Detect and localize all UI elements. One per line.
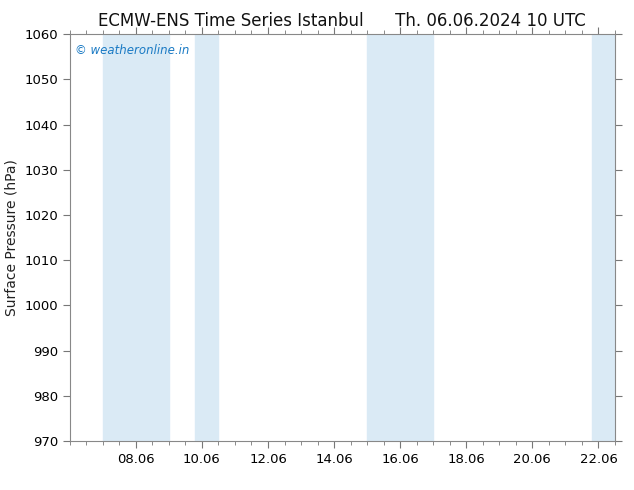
Bar — [400, 34, 433, 441]
Bar — [592, 34, 615, 441]
Bar — [103, 34, 169, 441]
Bar — [195, 34, 219, 441]
Bar — [367, 34, 400, 441]
Title: ECMW-ENS Time Series Istanbul      Th. 06.06.2024 10 UTC: ECMW-ENS Time Series Istanbul Th. 06.06.… — [98, 12, 586, 30]
Text: © weatheronline.in: © weatheronline.in — [75, 45, 190, 57]
Y-axis label: Surface Pressure (hPa): Surface Pressure (hPa) — [4, 159, 18, 316]
